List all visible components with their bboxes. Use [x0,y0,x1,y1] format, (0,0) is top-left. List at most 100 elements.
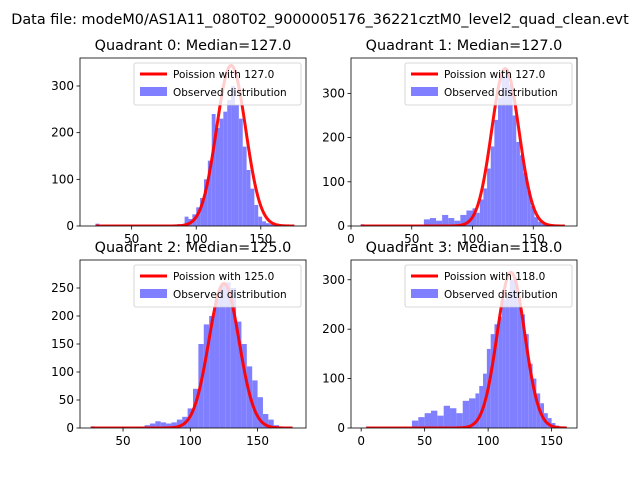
histogram-bar [230,288,237,428]
quadrant-2-title: Quadrant 2: Median=125.0 [95,240,292,256]
y-tick-label: 100 [322,372,345,386]
histogram-bar [479,199,484,226]
histogram-bar [460,214,467,226]
histogram-bar [262,221,266,226]
histogram-bar [498,316,503,428]
quadrant-3-title: Quadrant 3: Median=118.0 [366,240,563,256]
histogram-bar [530,206,535,226]
histogram-bar [502,299,506,428]
histogram-bar [547,418,552,428]
histogram-bar [437,415,444,428]
quadrant-3-axes-frame [350,259,578,429]
histogram-bar [203,324,210,428]
histogram-bar [236,321,242,428]
legend-label-observed: Observed distribution [444,289,558,301]
legend-box [404,264,573,308]
histogram-bar [241,344,247,428]
legend-label-fit: Poission with 125.0 [173,271,274,283]
histogram-bar [200,198,204,226]
x-tick-label: 50 [115,434,130,448]
histogram-bar [443,405,451,428]
histogram-bar [483,188,488,226]
histogram-bar [513,277,518,428]
y-tick-label: 300 [322,86,345,100]
histogram-bar [265,223,270,226]
x-tick-label: 100 [179,434,202,448]
histogram-bar [476,212,480,226]
y-tick-label: 300 [322,273,345,287]
histogram-bar [155,421,161,428]
quadrant-0-title: Quadrant 0: Median=127.0 [95,38,292,54]
histogram-bar [269,224,274,226]
y-tick-label: 200 [51,126,74,140]
y-tick-label: 200 [322,322,345,336]
histogram-bar [231,86,235,226]
histogram-bar [436,220,443,226]
x-tick-label: 50 [124,232,139,246]
histogram-bar [469,398,476,428]
histogram-bar [509,279,514,428]
histogram-bar [541,223,546,226]
histogram-bar [149,423,156,428]
legend-label-observed: Observed distribution [444,87,558,99]
quadrant-3-panel: 0 50 100 150 0 100 200 300 Poission with 118.0 Ob… [322,240,578,448]
histogram-bar [250,188,255,226]
y-tick-label: 100 [51,172,74,186]
histogram-bar [257,397,263,428]
y-tick-label: 0 [66,421,74,435]
histogram-bar [512,115,517,226]
legend-box [133,62,302,106]
poisson-fit-line [89,282,294,428]
poisson-fit-line [359,67,566,226]
y-tick-label: 50 [59,393,74,407]
quadrant-3-plot-area [365,270,568,428]
y-tick-label: 250 [51,281,74,295]
histogram-bar [225,282,231,428]
histogram-bar [227,100,232,226]
histogram-bar [534,217,539,226]
histogram-bar [450,408,457,428]
quadrant-3-legend: Poission with 118.0 Observed distribution [404,264,573,308]
y-tick-label: 200 [51,309,74,323]
legend-box [404,62,573,106]
histogram-bar [176,419,183,428]
histogram-bar [234,104,239,226]
legend-label-observed: Observed distribution [173,87,287,99]
x-tick-label: 100 [185,232,208,246]
histogram-bar [519,155,524,226]
histogram-bar [193,388,199,428]
histogram-bar [184,216,189,226]
histogram-bar [262,414,269,428]
histogram-bar [430,410,438,428]
y-tick-label: 300 [51,79,74,93]
histogram-bar [517,297,522,428]
histogram-bar [490,334,495,428]
histogram-bar [508,84,513,226]
histogram-bar [521,314,525,428]
histogram-bar [516,142,520,226]
histogram-bar [211,114,216,226]
histogram-bar [527,190,531,226]
histogram-bar [252,380,258,428]
histogram-bar [258,216,263,226]
y-tick-label: 100 [322,175,345,189]
legend-bar-swatch [140,289,167,298]
histogram-bar [532,378,537,428]
histogram-bar [214,299,220,428]
legend-box [133,264,302,308]
quadrant-0-legend: Poission with 127.0 Observed distribution [133,62,302,106]
y-tick-label: 0 [66,219,74,233]
quadrant-1-title: Quadrant 1: Median=127.0 [366,38,563,54]
legend-label-observed: Observed distribution [173,289,287,301]
y-tick-label: 200 [322,131,345,145]
y-tick-label: 150 [51,337,74,351]
legend-bar-swatch [411,87,438,96]
histogram-bar [536,393,541,428]
histogram-bar [418,417,425,428]
y-tick-label: 0 [337,219,345,233]
quadrant-1-plot-area [359,67,566,226]
histogram-bar [203,179,208,226]
poisson-fit-line [94,63,296,226]
legend-bar-swatch [140,87,167,96]
